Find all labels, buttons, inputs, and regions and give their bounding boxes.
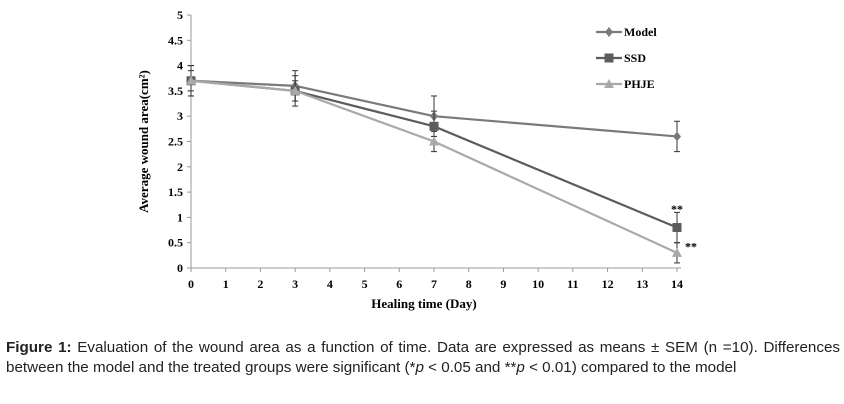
axes (187, 14, 681, 272)
data-point (186, 75, 196, 85)
x-tick-label: 3 (292, 277, 298, 291)
figure-caption: Figure 1: Evaluation of the wound area a… (6, 338, 840, 378)
legend-swatch-marker (604, 79, 614, 88)
legend-item-model: Model (596, 25, 657, 39)
legend-swatch-marker (605, 27, 613, 37)
x-tick-label: 13 (636, 277, 648, 291)
caption-text-1: Evaluation of the wound area as a functi… (6, 339, 840, 376)
data-point (429, 121, 439, 131)
y-tick-label: 4 (177, 59, 183, 73)
tick-labels: 00.511.522.533.544.550 1 2 3 4 5 6 7 8 9 10 11 12 13 1… (168, 8, 683, 291)
series-line (190, 79, 678, 254)
significance-marker: ** (685, 240, 697, 254)
legend-label: Model (624, 25, 657, 39)
x-tick-label: 4 (327, 277, 333, 291)
legend-item-phje: PHJE (596, 77, 655, 91)
y-tick-label: 3 (177, 109, 183, 123)
x-tick-label: 12 (602, 277, 614, 291)
line-chart: 00.511.522.533.544.550 1 2 3 4 5 6 7 8 9 10 11 12 13 1… (136, 8, 697, 311)
data-point (290, 85, 301, 95)
y-tick-label: 2 (177, 160, 183, 174)
legend: Model SSD PHJE (596, 25, 657, 91)
annotations: ** ** (671, 202, 697, 254)
x-tick-label: 14 (671, 277, 683, 291)
x-tick-label: 7 (431, 277, 437, 291)
data-point (672, 223, 682, 233)
series-phje (186, 70, 682, 264)
series-line (190, 79, 678, 138)
y-tick-label: 5 (177, 8, 183, 22)
x-tick-label: 1 (223, 277, 229, 291)
data-point (672, 247, 682, 257)
legend-swatch-marker (604, 53, 614, 63)
x-tick-label: 5 (362, 277, 368, 291)
y-tick-label: 1 (177, 210, 183, 224)
legend-label: PHJE (624, 77, 655, 91)
series-layer (186, 65, 682, 264)
x-tick-label: 10 (532, 277, 544, 291)
legend-label: SSD (624, 51, 646, 65)
caption-p-2: p (516, 359, 525, 376)
y-tick-label: 2.5 (168, 135, 183, 149)
x-tick-label: 2 (257, 277, 263, 291)
x-tick-label: 8 (466, 277, 472, 291)
y-tick-label: 0 (177, 261, 183, 275)
data-point (429, 136, 439, 146)
y-axis-label: Average wound area(cm²) (136, 70, 151, 213)
x-tick-label: 9 (500, 277, 506, 291)
caption-text-2: < 0.05 and ** (423, 359, 517, 376)
x-tick-label: 6 (396, 277, 402, 291)
caption-p-1: p (415, 359, 424, 376)
legend-item-ssd: SSD (596, 51, 646, 65)
y-tick-label: 0.5 (168, 236, 183, 250)
caption-label: Figure 1: (6, 339, 72, 356)
y-tick-label: 1.5 (168, 185, 183, 199)
series-ssd (186, 65, 682, 244)
x-tick-label: 0 (188, 277, 194, 291)
caption-text-3: < 0.01) compared to the model (524, 359, 737, 376)
data-point (673, 131, 681, 142)
y-tick-label: 4.5 (168, 33, 183, 47)
x-tick-label: 11 (567, 277, 578, 291)
y-tick-label: 3.5 (168, 84, 183, 98)
significance-marker: ** (671, 202, 683, 216)
x-axis-label: Healing time (Day) (371, 296, 476, 311)
